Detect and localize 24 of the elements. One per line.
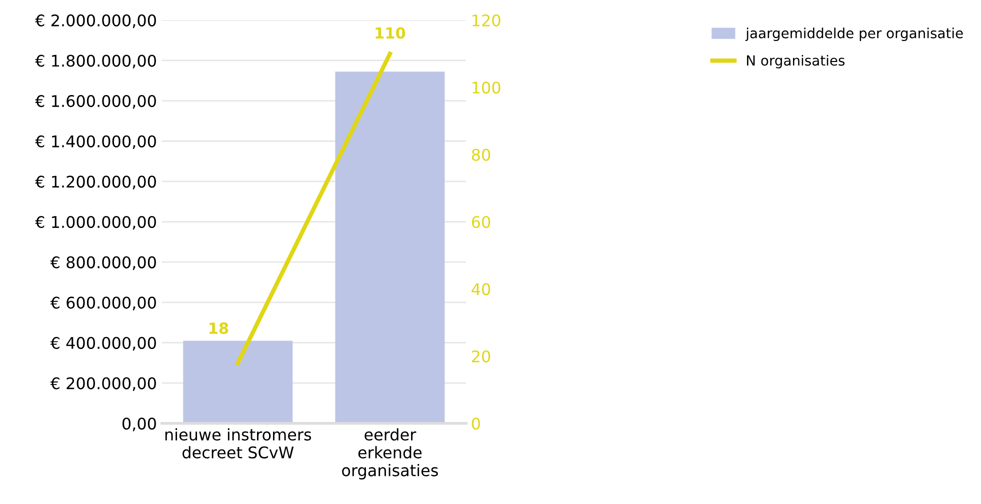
- y-tick-label: € 400.000,00: [50, 336, 156, 351]
- y2-tick-label: 0: [472, 418, 480, 430]
- legend-label: jaargemiddelde per organisatie: [745, 28, 963, 42]
- y-tick-label: € 200.000,00: [50, 377, 156, 391]
- y2-tick-label: 80: [472, 148, 490, 161]
- data-label: 110: [376, 27, 406, 39]
- y-tick-label: € 1.600.000,00: [35, 95, 156, 109]
- y-tick-label: € 1.000.000,00: [35, 216, 156, 230]
- y-tick-label: 0,00: [122, 418, 156, 432]
- data-label: 18: [210, 322, 228, 334]
- y-tick-label: € 2.000.000,00: [35, 14, 156, 28]
- y2-tick-label: 20: [472, 350, 490, 362]
- x-tick-label: eerder erkende organisaties: [342, 428, 438, 480]
- y-tick-label: € 800.000,00: [50, 256, 156, 270]
- y2-tick-label: 60: [472, 216, 490, 228]
- y-tick-label: € 1.200.000,00: [35, 176, 156, 190]
- y2-tick-label: 120: [472, 14, 500, 26]
- y-tick-label: € 1.800.000,00: [35, 54, 156, 68]
- y2-tick-label: 40: [472, 283, 490, 296]
- y2-tick-label: 100: [472, 82, 500, 94]
- y-tick-label: € 1.400.000,00: [35, 135, 156, 150]
- x-tick-label: nieuwe instromers decreet SCvW: [165, 428, 312, 458]
- y-tick-label: € 600.000,00: [50, 296, 156, 310]
- legend-label: N organisaties: [747, 54, 845, 68]
